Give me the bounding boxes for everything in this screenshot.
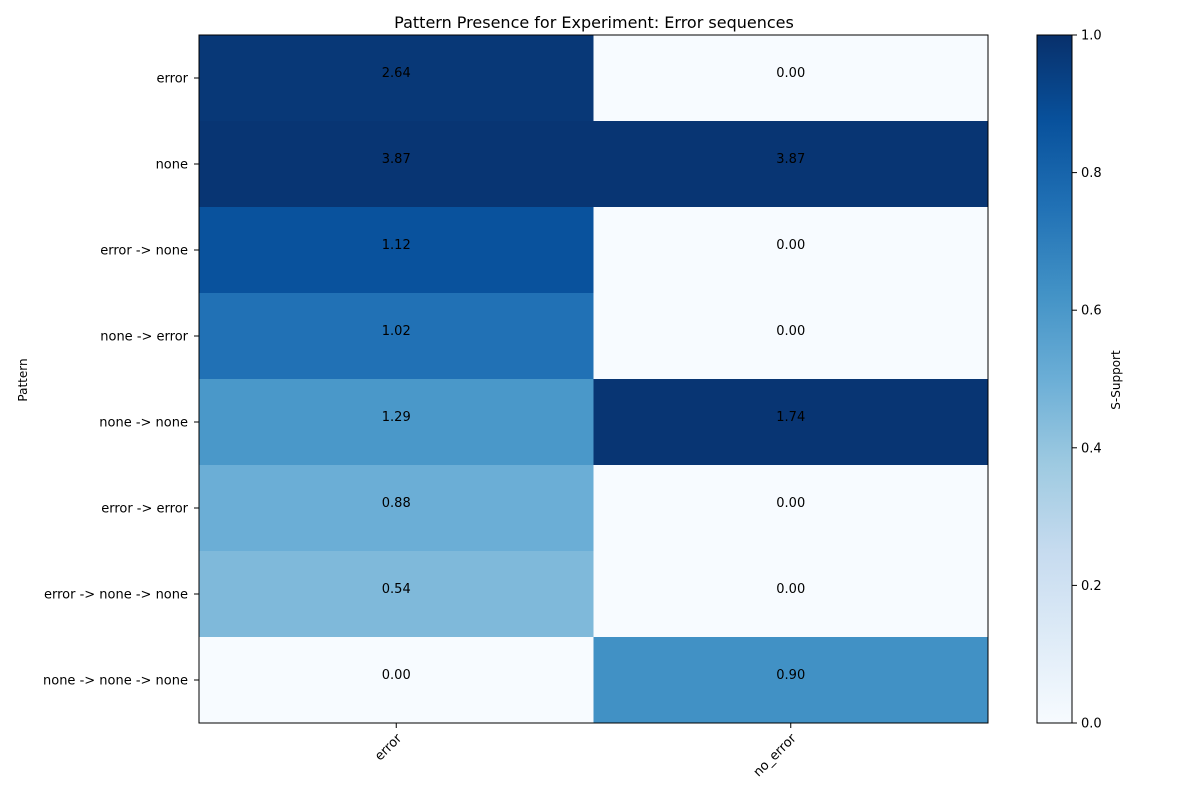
y-tick-label: none (156, 158, 188, 173)
cell-value-label: 0.00 (776, 582, 805, 597)
heatmap-cell (593, 121, 989, 208)
y-tick-label: none -> error (100, 330, 188, 345)
colorbar-tick-label: 0.2 (1081, 579, 1102, 594)
x-tick-labels: error no_error (372, 723, 800, 780)
heatmap-cell (199, 293, 594, 380)
heatmap-cell (199, 465, 594, 552)
heatmap-cell (593, 207, 989, 294)
y-tick-label: error -> none -> none (44, 588, 188, 603)
y-axis-label: Pattern (16, 358, 30, 401)
heatmap-cell (199, 207, 594, 294)
y-tick-label: none -> none (99, 416, 188, 431)
colorbar-tick-label: 0.0 (1081, 717, 1102, 732)
y-tick-labels: error none error -> none none -> error none … (43, 72, 199, 689)
cell-value-label: 2.64 (382, 66, 411, 81)
cell-value-label: 0.00 (776, 238, 805, 253)
colorbar-tick-label: 0.4 (1081, 441, 1102, 456)
cell-value-label: 1.29 (382, 410, 411, 425)
y-tick-label: error (157, 72, 189, 87)
cell-value-label: 0.00 (776, 66, 805, 81)
heatmap-cell (199, 379, 594, 466)
cell-value-label: 3.87 (776, 152, 805, 167)
cell-value-label: 3.87 (382, 152, 411, 167)
heatmap-cell (593, 637, 989, 724)
cell-value-label: 0.54 (382, 582, 411, 597)
cell-value-label: 0.00 (776, 324, 805, 339)
chart-title: Pattern Presence for Experiment: Error s… (394, 13, 794, 32)
x-tick-label: no_error (751, 731, 800, 780)
cell-value-label: 0.90 (776, 668, 805, 683)
heatmap-cell (199, 121, 594, 208)
cell-value-label: 1.74 (776, 410, 805, 425)
colorbar-tick-label: 0.6 (1081, 304, 1102, 319)
heatmap-cell (199, 637, 594, 724)
heatmap-cell (199, 551, 594, 638)
heatmap-cell (593, 551, 989, 638)
cell-value-label: 0.88 (382, 496, 411, 511)
heatmap-cell (593, 465, 989, 552)
y-tick-label: none -> none -> none (43, 674, 188, 689)
y-tick-label: error -> none (100, 244, 188, 259)
colorbar-tick-label: 0.8 (1081, 166, 1102, 181)
cell-value-label: 1.12 (382, 238, 411, 253)
colorbar-ticks: 0.0 0.2 0.4 0.6 0.8 1.0 (1072, 29, 1102, 732)
cell-value-label: 0.00 (382, 668, 411, 683)
heatmap-cell (199, 35, 594, 122)
cell-value-label: 0.00 (776, 496, 805, 511)
heatmap-cells: 2.64 0.00 3.87 3.87 1.12 0.00 1.02 0.00 1.29 1.74… (199, 35, 989, 724)
y-tick-label: error -> error (101, 502, 188, 517)
colorbar-label: S-Support (1109, 350, 1123, 410)
heatmap-cell (593, 35, 989, 122)
x-tick-label: error (372, 731, 405, 764)
plot-frame (198, 34, 989, 724)
cell-value-label: 1.02 (382, 324, 411, 339)
colorbar-tick-label: 1.0 (1081, 29, 1102, 44)
colorbar (1036, 34, 1073, 724)
heatmap-cell (593, 293, 989, 380)
heatmap-cell (593, 379, 989, 466)
